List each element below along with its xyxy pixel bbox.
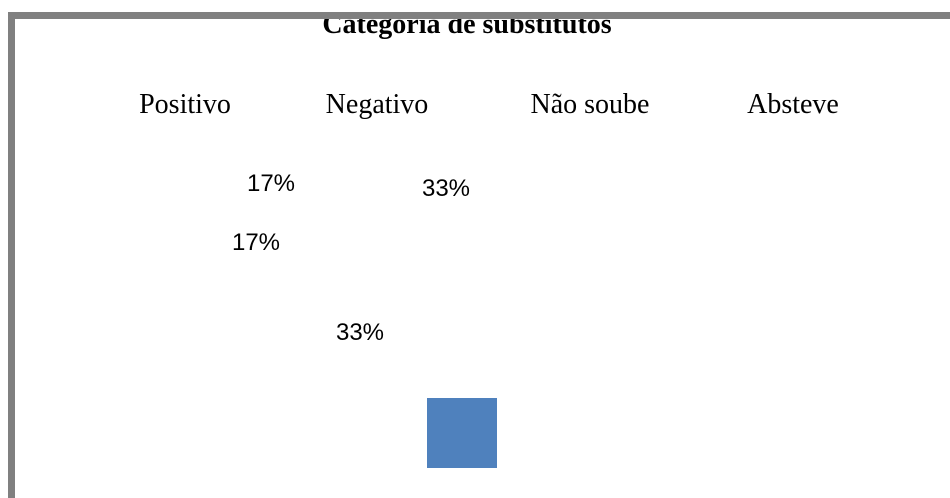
data-label: 17% — [247, 170, 295, 197]
legend-entry: Absteve — [747, 89, 839, 120]
frame-left — [8, 12, 15, 498]
legend-entry: Não soube — [531, 89, 650, 120]
legend-entry: Negativo — [326, 89, 429, 120]
data-label: 33% — [422, 175, 470, 202]
slice-fragment — [427, 398, 497, 468]
legend-entry: Positivo — [139, 89, 231, 120]
data-label: 33% — [336, 319, 384, 346]
data-label: 17% — [232, 229, 280, 256]
frame-top — [8, 12, 950, 19]
